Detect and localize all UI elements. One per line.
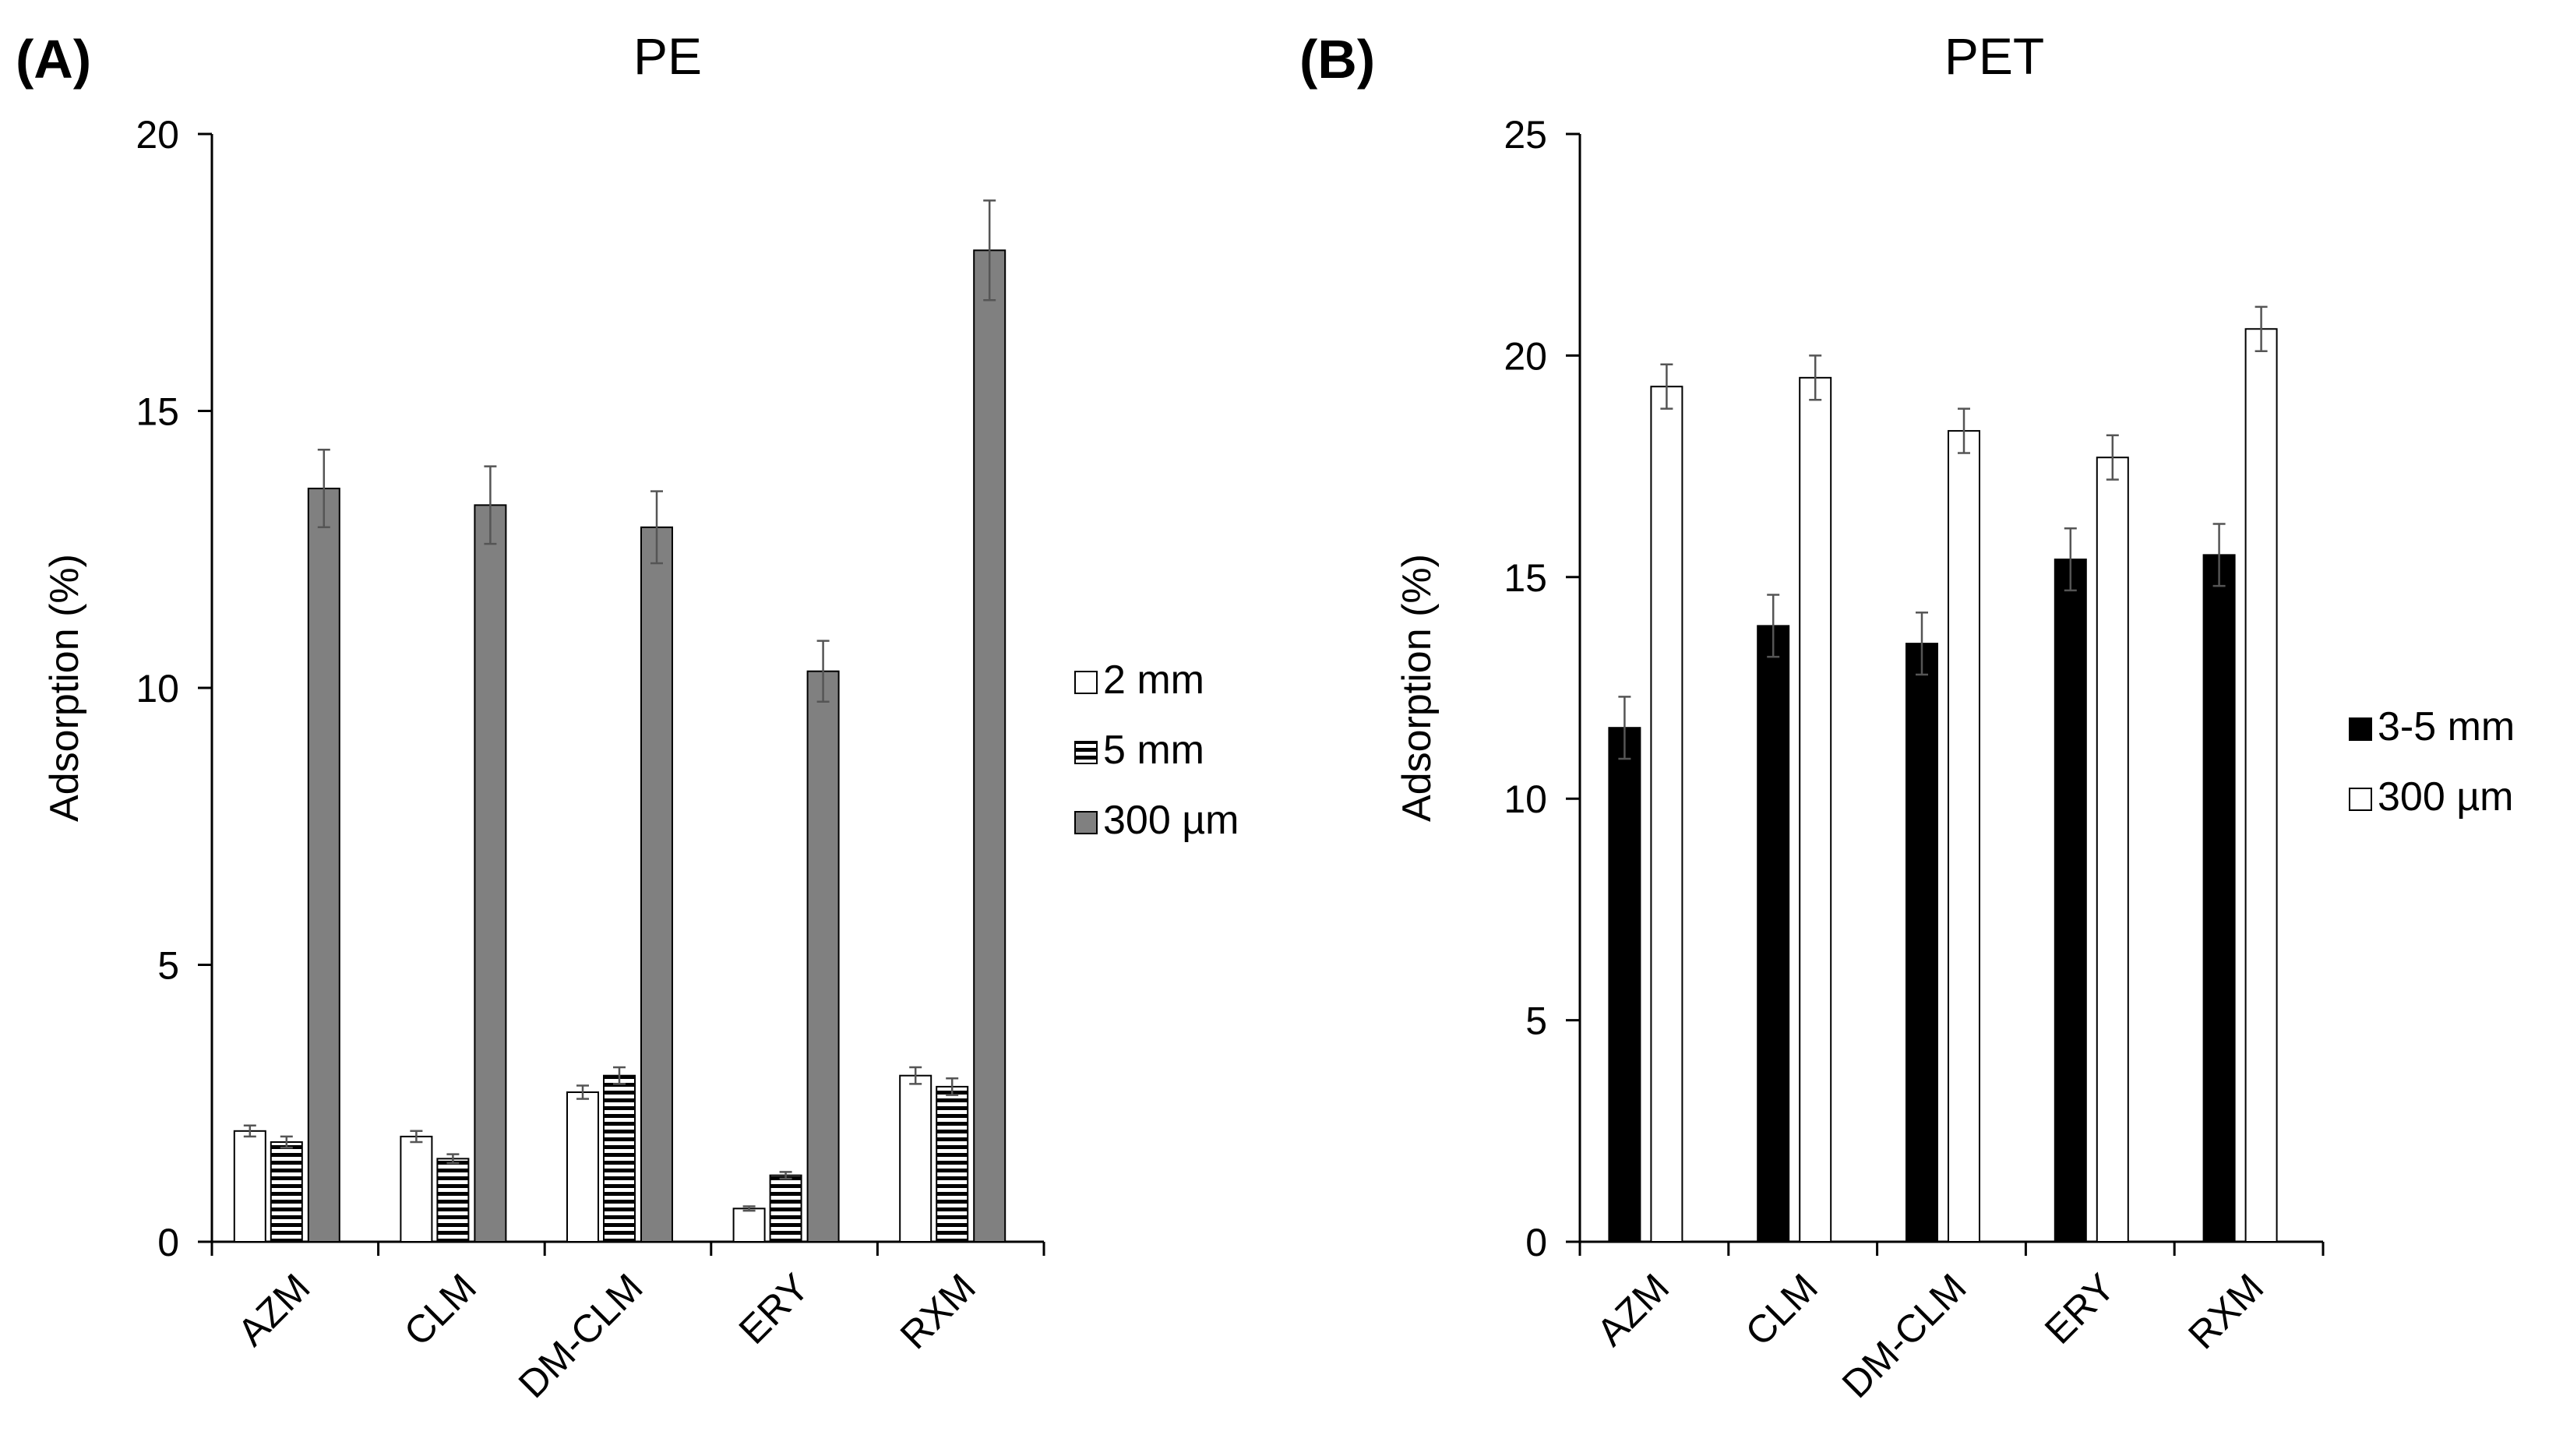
legend-swatch <box>1074 671 1098 694</box>
bar-300-m <box>2244 328 2278 1243</box>
x-category-label: RXM <box>892 1265 984 1357</box>
bar-300-m <box>806 670 840 1243</box>
y-tick-label: 5 <box>157 944 179 988</box>
legend-label: 300 µm <box>2378 774 2513 820</box>
bar-3-5-mm <box>2054 559 2087 1243</box>
y-axis-title: Adsorption (%) <box>42 554 87 822</box>
bar-2-mm <box>899 1074 932 1243</box>
x-category-label: DM-CLM <box>510 1265 651 1406</box>
legend-label: 3-5 mm <box>2378 704 2515 749</box>
bar-3-5-mm <box>1906 643 1938 1243</box>
x-category-label: CLM <box>1737 1265 1826 1354</box>
legend-label: 300 µm <box>1103 798 1239 843</box>
x-category-label: ERY <box>731 1265 818 1352</box>
y-tick-label: 15 <box>136 390 179 434</box>
y-tick-label: 15 <box>1504 556 1547 600</box>
bar-5-mm <box>270 1141 303 1243</box>
bar-2-mm <box>233 1130 266 1243</box>
y-tick-label: 10 <box>136 667 179 710</box>
x-category-label: AZM <box>1588 1265 1677 1354</box>
x-category-label: ERY <box>2036 1265 2124 1352</box>
legend-swatch <box>2349 717 2372 741</box>
bar-2-mm <box>732 1207 766 1243</box>
bar-300-m <box>1799 376 1832 1243</box>
x-category-label: DM-CLM <box>1834 1265 1975 1406</box>
bar-300-m <box>2096 457 2129 1243</box>
bar-3-5-mm <box>1608 727 1641 1243</box>
bar-2-mm <box>566 1091 599 1243</box>
x-category-label: CLM <box>396 1265 485 1354</box>
panel-label: (B) <box>1299 29 1375 90</box>
legend-swatch <box>1074 811 1098 834</box>
legend-label: 2 mm <box>1103 657 1204 703</box>
bar-300-m <box>1650 386 1683 1243</box>
chart-panel-pe: (A) PE Adsorption (%) 0 5 10 15 20 AZM CLM DM-CLM E… <box>16 27 1239 1406</box>
chart-title: PE <box>633 27 702 85</box>
x-category-label: RXM <box>2180 1265 2272 1357</box>
y-tick-label: 5 <box>1525 999 1547 1043</box>
bar-5-mm <box>769 1174 802 1243</box>
y-tick-label: 10 <box>1504 777 1547 821</box>
bar-5-mm <box>436 1158 470 1243</box>
bar-300-m <box>307 488 340 1243</box>
legend-swatch <box>2349 788 2372 811</box>
bar-5-mm <box>936 1085 969 1243</box>
x-category-label: AZM <box>229 1265 318 1354</box>
legend-label: 5 mm <box>1103 728 1204 773</box>
y-axis-title: Adsorption (%) <box>1394 554 1440 822</box>
chart-title: PET <box>1944 27 2044 85</box>
y-tick-label: 20 <box>1504 334 1547 378</box>
bar-2-mm <box>400 1135 433 1243</box>
legend-swatch <box>1074 741 1098 764</box>
bar-300-m <box>474 504 507 1243</box>
bar-300-m <box>1948 430 1980 1243</box>
bar-300-m <box>640 526 673 1243</box>
y-tick-label: 20 <box>136 113 179 157</box>
panel-label: (A) <box>16 29 91 90</box>
bar-3-5-mm <box>2202 554 2236 1243</box>
bar-300-m <box>973 249 1007 1243</box>
bar-5-mm <box>603 1074 636 1243</box>
chart-panel-pet: (B) PET Adsorption (%) 0 5 10 15 20 25 AZM CLM DM-C… <box>1299 27 2515 1406</box>
y-tick-label: 25 <box>1504 113 1547 157</box>
y-tick-label: 0 <box>157 1221 179 1264</box>
y-tick-label: 0 <box>1525 1221 1547 1264</box>
bar-3-5-mm <box>1757 625 1790 1243</box>
